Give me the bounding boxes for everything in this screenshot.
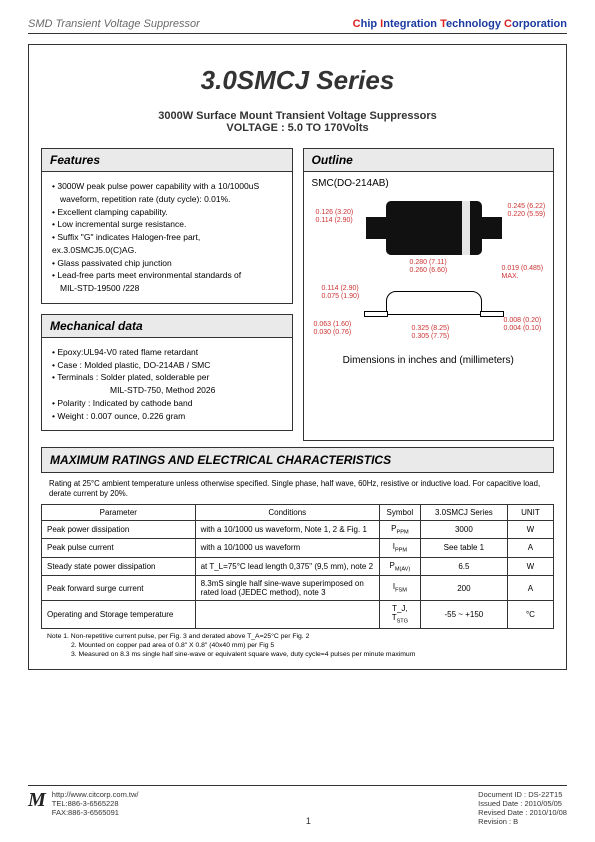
package-diagram: 0.126 (3.20)0.114 (2.90) 0.245 (6.22)0.2… [312,193,546,351]
dim-label: 0.063 (1.60)0.030 (0.76) [314,321,352,336]
outline-panel: Outline SMC(DO-214AB) 0.126 (3.20)0.114 … [303,148,555,441]
mechanical-heading: Mechanical data [42,315,292,338]
issued-date: Issued Date : 2010/05/05 [478,799,567,808]
mech-item: MIL-STD-750, Method 2026 [52,384,282,397]
dim-label: 0.280 (7.11)0.260 (6.60) [410,259,448,274]
subtitle-1: 3000W Surface Mount Transient Voltage Su… [41,110,554,122]
mechanical-body: Epoxy:UL94-V0 rated flame retardant Case… [42,338,292,431]
feature-item: waveform, repetition rate (duty cycle): … [52,193,282,206]
feature-item: 3000W peak pulse power capability with a… [52,180,282,193]
table-notes: Note 1. Non-repetitive current pulse, pe… [41,629,554,661]
dim-label: 0.019 (0.485)MAX. [502,265,544,280]
doc-id: Document ID : DS-22T15 [478,790,567,799]
feature-item: Excellent clamping capability. [52,206,282,219]
table-row: Peak forward surge current 8.3mS single … [42,576,554,601]
mech-item: Case : Molded plastic, DO-214AB / SMC [52,359,282,372]
header-left: SMD Transient Voltage Suppressor [28,18,200,30]
mech-item: Polarity : Indicated by cathode band [52,397,282,410]
dim-label: 0.114 (2.90)0.075 (1.90) [322,285,360,300]
ratings-heading: MAXIMUM RATINGS AND ELECTRICAL CHARACTER… [41,447,554,473]
ratings-note: Rating at 25°C ambient temperature unles… [41,473,554,503]
revised-date: Revised Date : 2010/10/08 [478,808,567,817]
footer-tel: TEL:886-3-6565228 [52,799,139,808]
features-heading: Features [42,149,292,172]
mechanical-panel: Mechanical data Epoxy:UL94-V0 rated flam… [41,314,293,432]
footer-docinfo: Document ID : DS-22T15 Issued Date : 201… [478,790,567,826]
revision: Revision : B [478,817,567,826]
subtitle-2: VOLTAGE : 5.0 TO 170Volts [41,122,554,134]
note-line: 3. Measured on 8.3 ms single half sine-w… [47,651,552,660]
top-header: SMD Transient Voltage Suppressor Chip In… [28,18,567,34]
feature-item: MIL-STD-19500 /228 [52,282,282,295]
features-panel: Features 3000W peak pulse power capabili… [41,148,293,304]
note-line: Note 1. Non-repetitive current pulse, pe… [47,633,552,642]
feature-item: Suffix "G" indicates Halogen-free part, … [52,231,282,257]
package-top-icon [386,201,482,255]
package-side-icon [386,291,482,315]
mech-item: Epoxy:UL94-V0 rated flame retardant [52,346,282,359]
col-symbol: Symbol [379,504,420,520]
table-row: Peak pulse current with a 10/1000 us wav… [42,539,554,558]
features-body: 3000W peak pulse power capability with a… [42,172,292,303]
table-row: Operating and Storage temperature T_J, T… [42,601,554,629]
outline-heading: Outline [304,149,554,172]
col-series: 3.0SMCJ Series [420,504,507,520]
note-line: 2. Mounted on copper pad area of 0.8" X … [47,642,552,651]
table-row: Steady state power dissipation at T_L=75… [42,557,554,576]
mech-item: Terminals : Solder plated, solderable pe… [52,371,282,384]
company-name: Chip Integration Technology Corporation [353,18,567,30]
footer: M http://www.citcorp.com.tw/ TEL:886-3-6… [28,785,567,826]
col-conditions: Conditions [195,504,379,520]
lead-right-icon [482,217,502,239]
series-title: 3.0SMCJ Series [41,65,554,96]
side-lead-right-icon [480,311,504,317]
table-row: Peak power dissipation with a 10/1000 us… [42,520,554,539]
dimensions-caption: Dimensions in inches and (millimeters) [312,355,546,366]
feature-item: Lead-free parts meet environmental stand… [52,269,282,282]
col-parameter: Parameter [42,504,196,520]
ratings-table: Parameter Conditions Symbol 3.0SMCJ Seri… [41,504,554,629]
logo-icon: M [28,792,46,808]
main-content: 3.0SMCJ Series 3000W Surface Mount Trans… [28,44,567,670]
page-number: 1 [306,816,311,826]
package-name: SMC(DO-214AB) [312,178,546,189]
footer-fax: FAX:886-3-6565091 [52,808,139,817]
mech-item: Weight : 0.007 ounce, 0.226 gram [52,410,282,423]
footer-url: http://www.citcorp.com.tw/ [52,790,139,799]
lead-left-icon [366,217,386,239]
dim-label: 0.245 (6.22)0.220 (5.59) [508,203,546,218]
col-unit: UNIT [507,504,553,520]
side-lead-left-icon [364,311,388,317]
footer-contact: http://www.citcorp.com.tw/ TEL:886-3-656… [52,790,139,817]
feature-item: Glass passivated chip junction [52,257,282,270]
feature-item: Low incremental surge resistance. [52,218,282,231]
dim-label: 0.325 (8.25)0.305 (7.75) [412,325,450,340]
dim-label: 0.008 (0.20)0.004 (0.10) [504,317,542,332]
dim-label: 0.126 (3.20)0.114 (2.90) [316,209,354,224]
table-header-row: Parameter Conditions Symbol 3.0SMCJ Seri… [42,504,554,520]
